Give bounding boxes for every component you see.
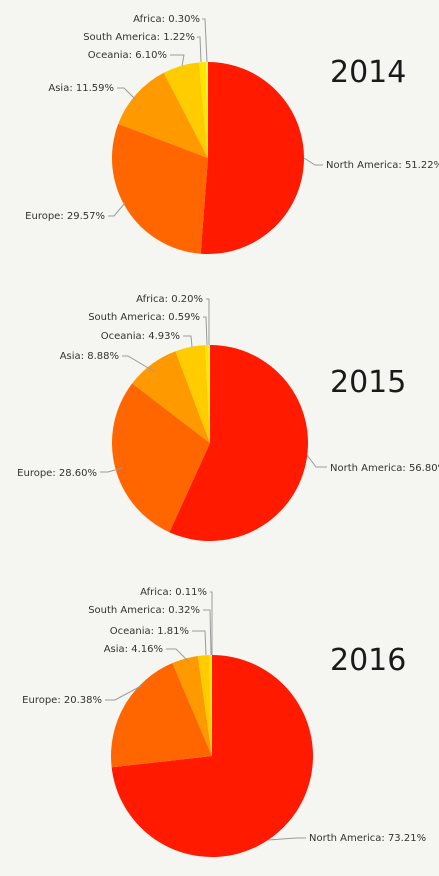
slice-label-asia: Asia: 8.88% [60, 351, 119, 362]
slice-labels-2015: North America: 56.80% Europe: 28.60% Asi… [17, 294, 439, 479]
leader-line-europe [100, 467, 123, 473]
pie-chart-2016: 2016 North America: 73.21% Europe: 20.38… [22, 587, 426, 857]
pie-slice-north-america[interactable] [111, 655, 313, 857]
pie-slice-europe[interactable] [110, 663, 212, 768]
leader-line-north-america [267, 837, 306, 841]
slice-label-south-america: South America: 1.22% [83, 32, 195, 43]
pie-slice-south-america[interactable] [198, 62, 208, 158]
leader-line-south-america [203, 609, 212, 656]
leader-line-africa [202, 18, 208, 63]
chart-title-2015: 2015 [330, 365, 406, 400]
slice-label-oceania: Oceania: 4.93% [101, 331, 180, 342]
pie-slice-asia[interactable] [118, 72, 208, 158]
pie-slice-north-america[interactable] [169, 345, 308, 542]
leader-line-oceania [183, 335, 193, 348]
pie-slice-africa[interactable] [206, 62, 208, 158]
leader-line-asia [166, 648, 190, 663]
slice-label-europe: Europe: 29.57% [25, 211, 105, 222]
pie-chart-2015: 2015 North America: 56.80% Europe: 28.60… [17, 294, 439, 542]
slice-label-south-america: South America: 0.59% [88, 312, 200, 323]
pie-slice-south-america[interactable] [209, 655, 212, 756]
slice-label-africa: Africa: 0.11% [140, 587, 207, 598]
slice-label-oceania: Oceania: 6.10% [88, 50, 167, 61]
pie-slice-asia[interactable] [172, 656, 212, 756]
pie-slice-europe[interactable] [111, 123, 208, 254]
chart-title-2014: 2014 [330, 55, 406, 90]
pie-slice-africa[interactable] [208, 345, 210, 443]
slice-label-asia: Asia: 4.16% [104, 644, 163, 655]
leader-line-north-america [303, 157, 323, 166]
leader-line-africa [206, 298, 210, 345]
leader-line-africa [210, 591, 213, 655]
slice-label-south-america: South America: 0.32% [88, 605, 200, 616]
pie-slice-north-america[interactable] [200, 62, 304, 254]
leader-line-oceania [170, 54, 185, 67]
leader-line-europe [108, 202, 126, 217]
leader-line-south-america [197, 36, 202, 63]
slice-labels-2016: North America: 73.21% Europe: 20.38% Asi… [22, 587, 426, 844]
slice-label-europe: Europe: 20.38% [22, 695, 102, 706]
chart-title-2016: 2016 [330, 643, 406, 678]
slice-label-africa: Africa: 0.30% [133, 14, 200, 25]
leader-line-asia [117, 87, 136, 100]
pie-slice-asia[interactable] [132, 351, 210, 443]
leader-line-south-america [203, 316, 208, 346]
pie-slice-europe[interactable] [111, 383, 210, 533]
leader-line-asia [122, 355, 156, 373]
slice-label-oceania: Oceania: 1.81% [110, 626, 189, 637]
pie-slice-oceania[interactable] [163, 62, 208, 158]
pie-chart-2014: 2014 North America: 51.22% Europe: 29.57… [25, 14, 439, 254]
slice-label-europe: Europe: 28.60% [17, 468, 97, 479]
slice-labels-2014: North America: 51.22% Europe: 29.57% Asi… [25, 14, 439, 222]
pie-slice-south-america[interactable] [205, 345, 210, 443]
leader-line-europe [105, 685, 142, 701]
leader-line-north-america [306, 454, 327, 468]
slice-label-north-america: North America: 51.22% [326, 160, 439, 171]
pie-slice-africa[interactable] [211, 654, 212, 756]
pie-slice-oceania[interactable] [197, 655, 212, 756]
slice-label-africa: Africa: 0.20% [136, 294, 203, 305]
leader-line-oceania [192, 630, 207, 656]
pie-slice-oceania[interactable] [175, 345, 210, 443]
slice-label-north-america: North America: 73.21% [309, 833, 426, 844]
slice-label-north-america: North America: 56.80% [330, 463, 439, 474]
slice-label-asia: Asia: 11.59% [48, 83, 114, 94]
